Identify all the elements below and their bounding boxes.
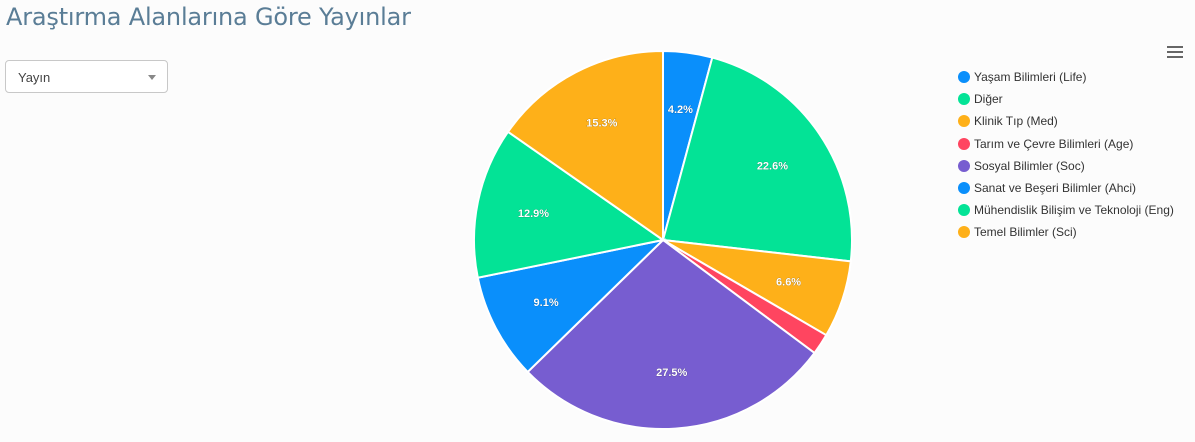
legend-label: Tarım ve Çevre Bilimleri (Age) bbox=[974, 136, 1134, 151]
legend-item[interactable]: Sanat ve Beşeri Bilimler (Ahci) bbox=[958, 177, 1174, 199]
hamburger-menu-icon[interactable] bbox=[1167, 46, 1183, 58]
pie-slice[interactable] bbox=[476, 238, 667, 374]
legend-item[interactable]: Yaşam Bilimleri (Life) bbox=[958, 66, 1174, 88]
slice-label: 12.9% bbox=[518, 208, 549, 220]
legend-marker-icon bbox=[958, 204, 970, 217]
legend-label: Klinik Tıp (Med) bbox=[974, 114, 1058, 129]
slice-label: 6.6% bbox=[776, 277, 801, 289]
legend-item[interactable]: Sosyal Bilimler (Soc) bbox=[958, 155, 1174, 177]
legend-marker-icon bbox=[958, 137, 970, 150]
chevron-down-icon bbox=[148, 75, 156, 80]
legend-marker-icon bbox=[958, 93, 970, 106]
legend-item[interactable]: Klinik Tıp (Med) bbox=[958, 110, 1174, 132]
metric-select-value: Yayın bbox=[18, 70, 51, 85]
legend-marker-icon bbox=[958, 226, 970, 239]
slice-label: 4.2% bbox=[668, 104, 693, 116]
legend-marker-icon bbox=[958, 182, 970, 195]
pie-slice[interactable] bbox=[473, 130, 666, 279]
pie-slice[interactable] bbox=[506, 49, 664, 242]
slice-label: 9.1% bbox=[534, 297, 559, 309]
pie-slice[interactable] bbox=[661, 56, 853, 263]
legend-label: Sosyal Bilimler (Soc) bbox=[974, 158, 1085, 173]
legend-label: Sanat ve Beşeri Bilimler (Ahci) bbox=[974, 181, 1137, 196]
legend-item[interactable]: Diğer bbox=[958, 88, 1174, 110]
legend-label: Yaşam Bilimleri (Life) bbox=[974, 70, 1087, 85]
legend-marker-icon bbox=[958, 71, 970, 84]
legend-marker-icon bbox=[958, 159, 970, 172]
legend-item[interactable]: Mühendislik Bilişim ve Teknoloji (Eng) bbox=[958, 199, 1174, 221]
page-title: Araştırma Alanlarına Göre Yayınlar bbox=[6, 3, 411, 31]
legend-marker-icon bbox=[958, 115, 970, 128]
legend-label: Mühendislik Bilişim ve Teknoloji (Eng) bbox=[974, 203, 1174, 218]
slice-label: 22.6% bbox=[757, 161, 788, 173]
legend-label: Temel Bilimler (Sci) bbox=[974, 225, 1077, 240]
legend-item[interactable]: Temel Bilimler (Sci) bbox=[958, 221, 1174, 243]
chart-legend: Yaşam Bilimleri (Life) Diğer Klinik Tıp (M… bbox=[958, 66, 1174, 244]
metric-select[interactable]: Yayın bbox=[5, 60, 168, 93]
slice-label: 15.3% bbox=[586, 118, 617, 130]
pie-slice[interactable] bbox=[526, 238, 816, 430]
slice-label: 27.5% bbox=[656, 367, 687, 379]
legend-label: Diğer bbox=[974, 92, 1003, 107]
legend-item[interactable]: Tarım ve Çevre Bilimleri (Age) bbox=[958, 133, 1174, 155]
